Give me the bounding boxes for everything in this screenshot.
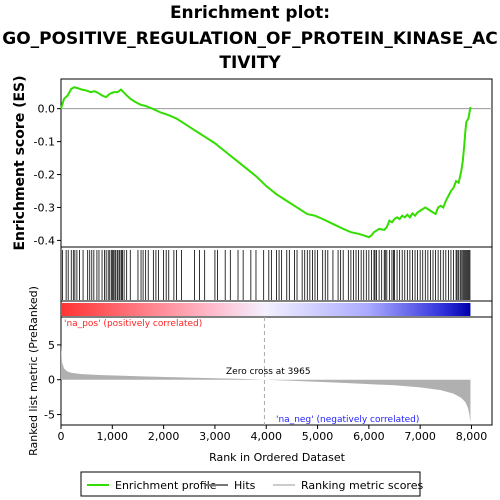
- negative-correlation-label: 'na_neg' (negatively correlated): [276, 415, 419, 425]
- es-axis-label: Enrichment score (ES): [12, 75, 28, 250]
- x-tick-label: 0: [58, 430, 65, 443]
- x-tick-label: 2,000: [148, 430, 180, 443]
- legend-box: [80, 471, 421, 497]
- x-axis-label: Rank in Ordered Dataset: [209, 451, 346, 464]
- x-tick-label: 8,000: [456, 430, 488, 443]
- x-tick-label: 6,000: [353, 430, 385, 443]
- chart-title-line-2: GO_POSITIVE_REGULATION_OF_PROTEIN_KINASE…: [2, 29, 498, 49]
- x-tick-label: 1,000: [97, 430, 129, 443]
- es-ytick-label: -0.2: [34, 169, 55, 182]
- es-ytick-label: -0.1: [34, 136, 55, 149]
- es-ytick-label: -0.4: [34, 234, 55, 247]
- legend-metric-label: Ranking metric scores: [301, 479, 423, 492]
- x-tick-label: 4,000: [250, 430, 282, 443]
- x-tick-label: 3,000: [199, 430, 231, 443]
- metric-panel-frame: [60, 316, 493, 426]
- legend-enrichment-label: Enrichment profile: [115, 479, 217, 492]
- es-ytick-label: -0.3: [34, 201, 55, 214]
- chart-title-line-1: Enrichment plot:: [169, 3, 331, 23]
- x-tick-label: 5,000: [302, 430, 334, 443]
- metric-ytick-label: -5: [44, 409, 55, 422]
- ranking-metric-area: [61, 344, 471, 423]
- metric-axis-label: Ranked list metric (PreRanked): [27, 286, 40, 456]
- legend-hits-label: Hits: [234, 479, 256, 492]
- rank-color-bar: [61, 303, 471, 316]
- zero-cross-label: Zero cross at 3965: [226, 367, 311, 377]
- metric-ytick-label: 0: [48, 374, 55, 387]
- positive-correlation-label: 'na_pos' (positively correlated): [64, 319, 202, 329]
- metric-ytick-label: 5: [48, 339, 55, 352]
- es-ytick-label: 0.0: [38, 103, 56, 116]
- chart-title-line-3: TIVITY: [219, 53, 281, 73]
- enrichment-profile-line: [60, 86, 472, 239]
- x-tick-label: 7,000: [404, 430, 436, 443]
- es-panel-frame: [60, 78, 493, 248]
